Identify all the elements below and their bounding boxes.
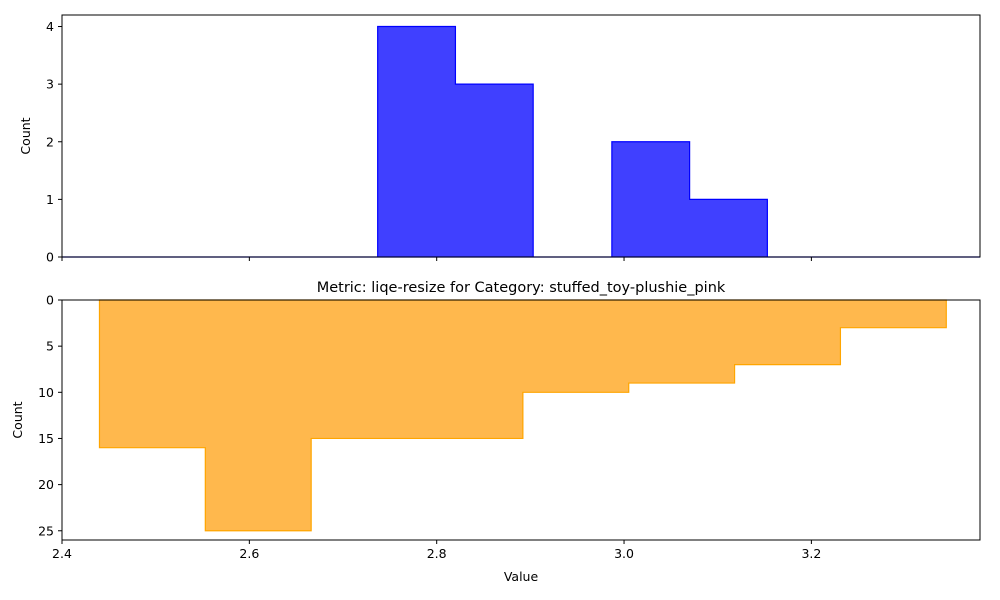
bottom-histogram-area (98, 299, 947, 532)
top-plot-frame (61, 14, 981, 258)
x-tick-label: 3.2 (801, 546, 821, 561)
bottom-x-axis-ticks: 2.4 2.6 2.8 3.0 3.2 (52, 540, 821, 561)
top-histogram-panel: 0 1 2 3 4 Count (18, 14, 981, 265)
x-tick-label: 2.8 (427, 546, 447, 561)
top-y-axis-ticks: 0 1 2 3 4 (46, 19, 62, 265)
y-tick-label: 5 (46, 339, 54, 354)
y-tick-label: 20 (38, 477, 54, 492)
bottom-plot-frame (61, 299, 981, 541)
top-histogram-area (62, 25, 980, 258)
x-tick-label: 3.0 (614, 546, 634, 561)
y-tick-label: 0 (46, 293, 54, 308)
x-axis-label: Value (504, 569, 539, 584)
y-tick-label: 0 (46, 250, 54, 265)
bottom-histogram-panel: Metric: liqe-resize for Category: stuffe… (10, 280, 981, 584)
y-tick-label: 25 (38, 523, 54, 538)
bottom-y-axis-ticks: 0 5 10 15 20 25 (38, 293, 62, 538)
top-x-axis-ticks (61, 257, 812, 261)
y-tick-label: 10 (38, 385, 54, 400)
chart-title: Metric: liqe-resize for Category: stuffe… (317, 280, 726, 296)
bottom-histogram-bars (98, 299, 947, 532)
bottom-y-axis-label: Count (10, 401, 25, 438)
x-tick-label: 2.4 (52, 546, 72, 561)
top-histogram-bars (62, 25, 980, 258)
x-tick-label: 2.6 (239, 546, 259, 561)
y-tick-label: 2 (46, 134, 54, 149)
y-tick-label: 4 (46, 19, 54, 34)
top-y-axis-label: Count (18, 117, 33, 154)
y-tick-label: 1 (46, 192, 54, 207)
y-tick-label: 3 (46, 77, 54, 92)
y-tick-label: 15 (38, 431, 54, 446)
